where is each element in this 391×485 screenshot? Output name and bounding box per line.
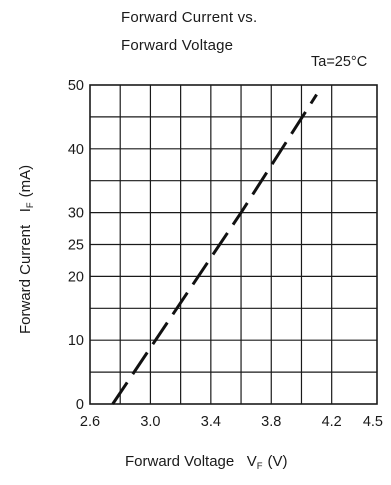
grid: [90, 85, 377, 404]
x-tick-label: 3.4: [201, 414, 221, 430]
x-axis-label-main: Forward Voltage V: [125, 453, 257, 470]
x-axis-label-subscript: F: [257, 461, 263, 472]
tick-labels: 2.6 3.0 3.4 3.8 4.2 4.5 0 10 20 25 30 40 50: [68, 78, 383, 430]
y-tick-label: 30: [68, 206, 84, 222]
chart-title-line-2: Forward Voltage: [121, 37, 234, 54]
y-tick-label: 10: [68, 333, 84, 349]
y-tick-label: 20: [68, 269, 84, 285]
x-tick-label: 3.0: [140, 414, 160, 430]
y-tick-label: 40: [68, 142, 84, 158]
plot-border: [89, 84, 378, 405]
y-axis-label-main: Forward Current I: [17, 208, 34, 334]
chart-title-line-1: Forward Current vs.: [121, 9, 258, 26]
y-axis-label: Forward Current IF (mA): [17, 165, 36, 334]
temperature-condition-label: Ta=25°C: [311, 54, 368, 70]
y-axis-label-unit: (mA): [17, 165, 34, 198]
series-line-forward-current: [111, 93, 318, 405]
y-tick-label: 0: [76, 397, 84, 413]
x-tick-label: 4.5: [363, 414, 383, 430]
y-tick-label: 50: [68, 78, 84, 94]
plot-frame: [89, 84, 378, 405]
series-group: [111, 93, 318, 405]
x-axis-label: Forward Voltage VF (V): [125, 453, 288, 472]
x-tick-label: 3.8: [261, 414, 281, 430]
x-axis-label-unit: (V): [268, 453, 288, 470]
y-tick-label: 25: [68, 238, 84, 254]
y-axis-label-subscript: F: [25, 202, 36, 208]
x-tick-label: 4.2: [322, 414, 342, 430]
x-tick-label: 2.6: [80, 414, 100, 430]
